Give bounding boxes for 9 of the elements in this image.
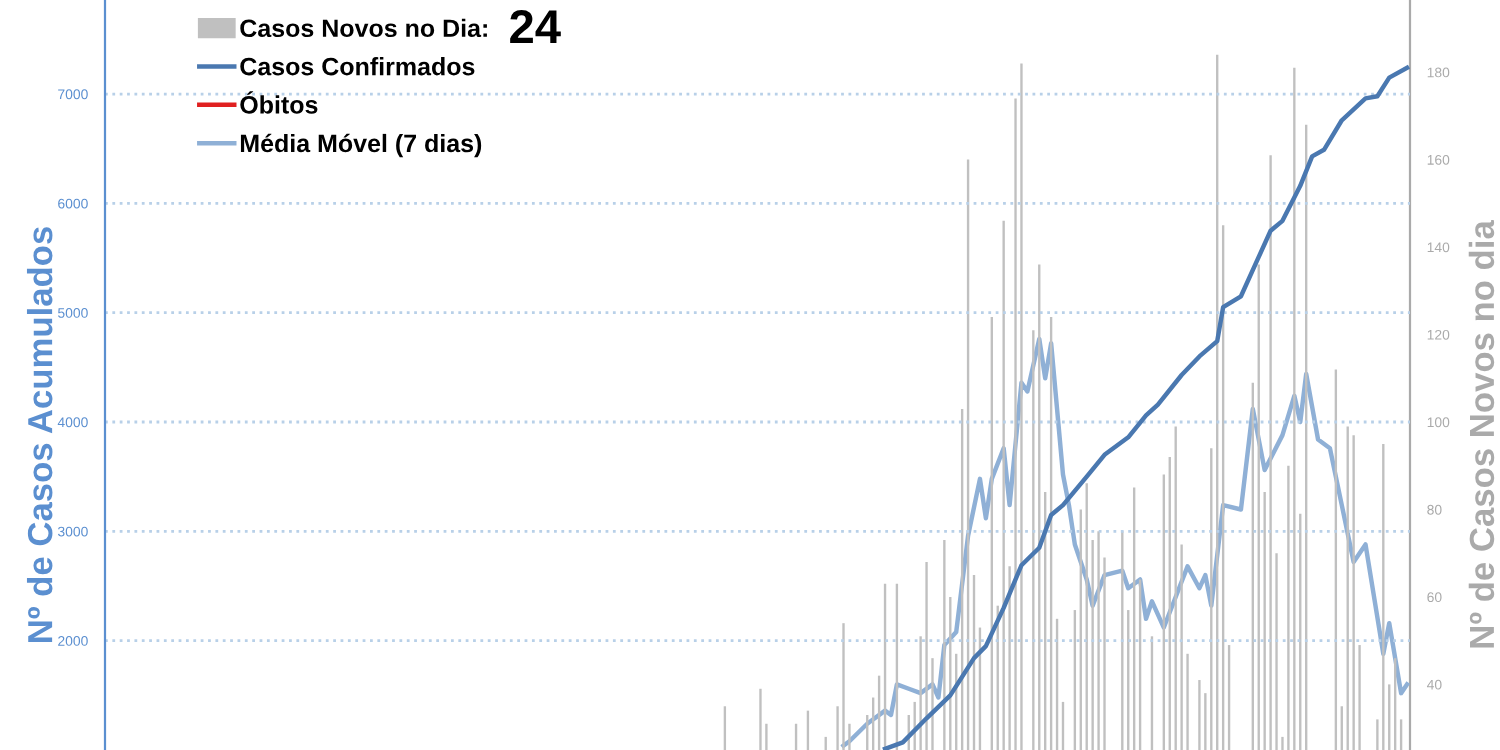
legend-label: Óbitos bbox=[240, 91, 318, 114]
legend-label: Média Móvel (7 dias) bbox=[240, 133, 482, 158]
line-series bbox=[882, 65, 1410, 750]
y2-axis-title: Nº de Casos Novos no dia bbox=[1468, 220, 1495, 648]
annotation: 24 bbox=[510, 9, 561, 43]
line-series bbox=[841, 336, 1410, 748]
legend-label: Casos Novos no Dia: bbox=[240, 18, 487, 38]
legend-label: Casos Confirmados bbox=[240, 57, 475, 76]
y-axis-title: Nº de Casos Acumulados bbox=[26, 227, 53, 642]
